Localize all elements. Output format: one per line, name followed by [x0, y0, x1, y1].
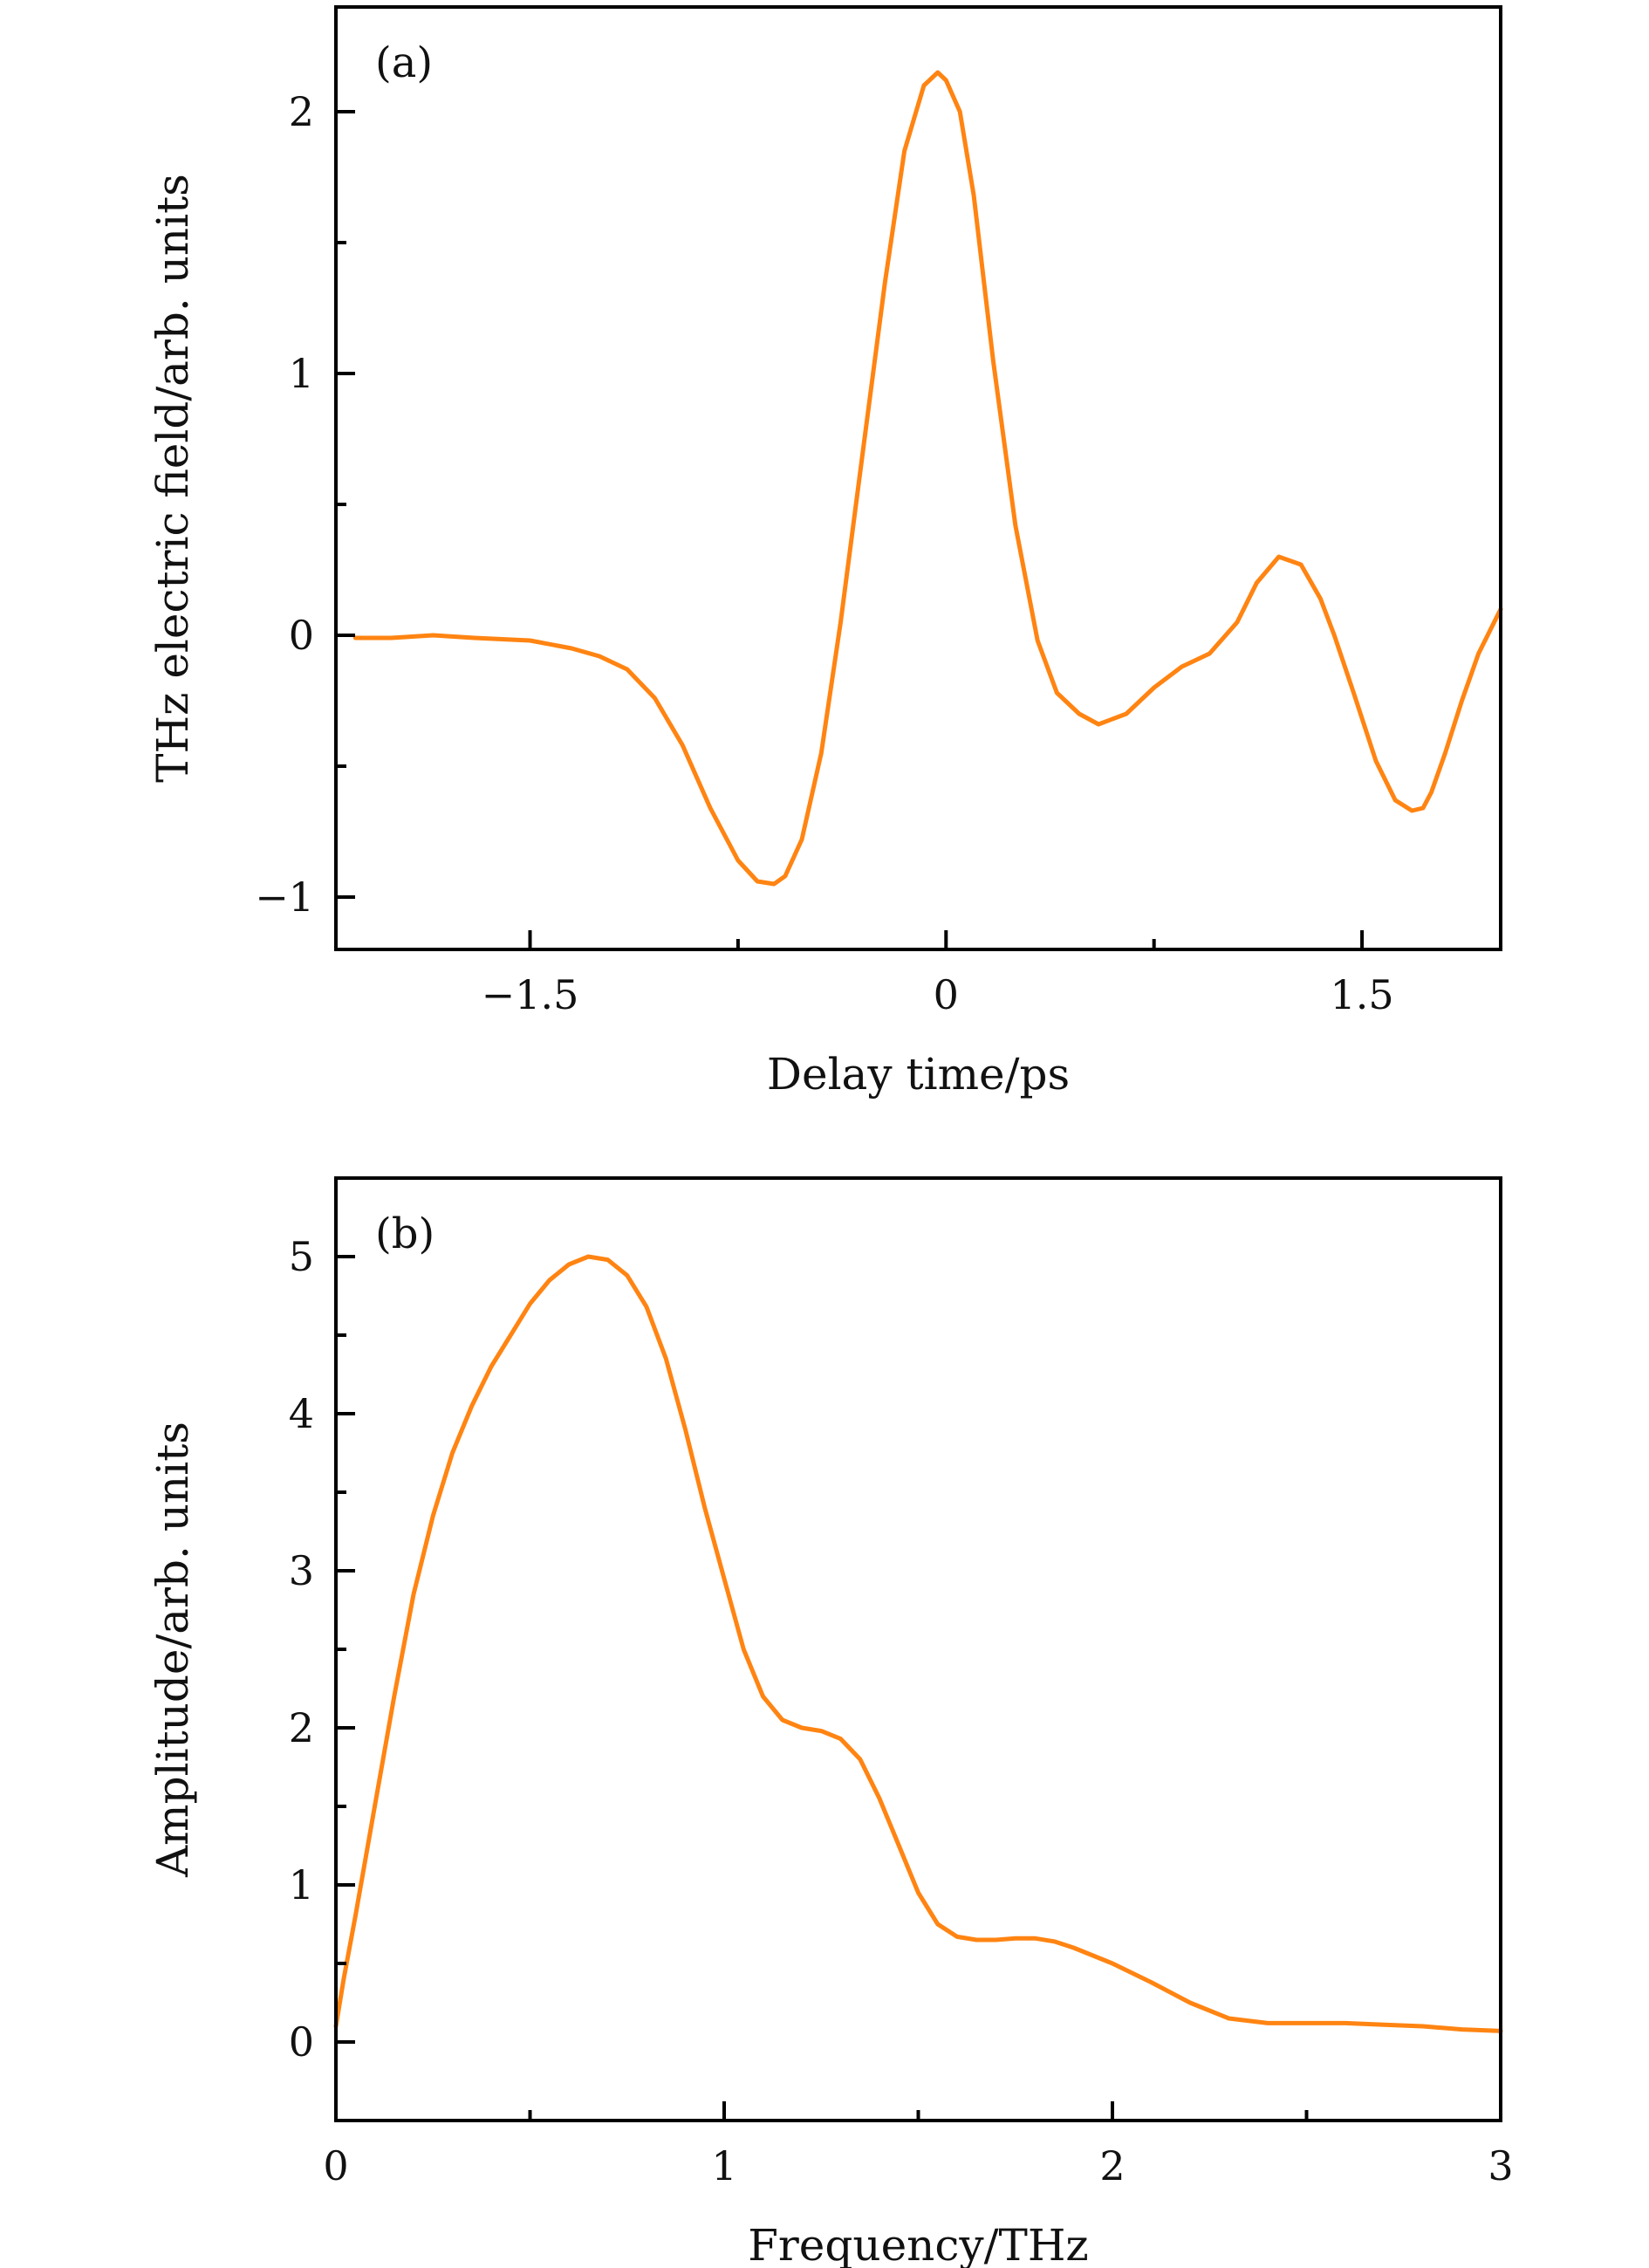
x-tick-label: 1 — [711, 2142, 736, 2189]
y-tick-label: 1 — [289, 1861, 314, 1908]
y-tick-label: 0 — [289, 2018, 314, 2066]
y-tick-label: −1 — [255, 874, 314, 921]
y-tick-label: 5 — [289, 1233, 314, 1280]
y-axis-label: THz electric field/arb. units — [147, 174, 198, 783]
panel-b: 0 1 2 3 0 1 2 3 4 5 (b) Frequency/THz Amplitude/arb.… — [147, 1176, 1514, 2268]
y-tick-label: 2 — [289, 88, 314, 135]
x-tick-label: 1.5 — [1330, 971, 1393, 1018]
y-tick-label: 1 — [289, 350, 314, 397]
y-tick-label: 0 — [289, 612, 314, 659]
x-tick-label: 2 — [1099, 2142, 1125, 2189]
x-tick-label: 0 — [323, 2142, 348, 2189]
y-tick-label: 4 — [289, 1390, 314, 1437]
x-tick-label: −1.5 — [482, 971, 579, 1018]
panel-a: −1.5 0 1.5 −1 0 1 2 (a) Delay time/ps THz electri… — [147, 5, 1503, 1100]
panel-label: (a) — [375, 38, 433, 87]
plot-frame — [334, 5, 1502, 951]
y-axis-label: Amplitude/arb. units — [147, 1422, 198, 1878]
y-tick-label: 2 — [289, 1704, 314, 1751]
y-tick-label: 3 — [289, 1547, 314, 1594]
panel-label: (b) — [375, 1209, 434, 1258]
x-axis-label: Frequency/THz — [748, 2220, 1089, 2268]
plot-frame — [334, 1176, 1502, 2122]
x-tick-label: 0 — [934, 971, 959, 1018]
series-line-a-0 — [352, 70, 1503, 887]
series-line-b-0 — [333, 1254, 1503, 2033]
x-tick-label: 3 — [1488, 2142, 1513, 2189]
x-axis-label: Delay time/ps — [767, 1049, 1070, 1100]
